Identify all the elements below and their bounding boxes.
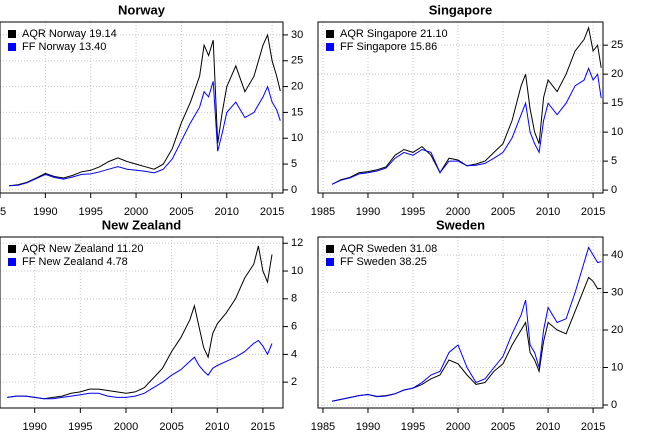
legend-label: AQR Singapore 21.10 <box>340 28 448 40</box>
x-tick-label: 2005 <box>491 421 515 432</box>
x-tick-label: 2010 <box>215 206 239 218</box>
x-tick-label: 1990 <box>22 421 46 432</box>
x-tick-label: 2015 <box>581 206 605 218</box>
x-tick-label: 1995 <box>401 421 425 432</box>
x-tick-label: 2005 <box>159 421 183 432</box>
y-tick-label: 10 <box>611 126 623 138</box>
plot-frame <box>317 236 604 409</box>
x-tick-label: 1990 <box>33 206 57 218</box>
x-tick-label: 2005 <box>491 206 515 218</box>
series-line <box>7 245 273 400</box>
y-tick-label: 0 <box>611 184 617 196</box>
y-tick-label: 40 <box>611 249 623 261</box>
y-tick-label: 25 <box>291 55 303 67</box>
y-tick-label: 20 <box>611 68 623 80</box>
series-line <box>7 339 273 400</box>
x-tick-label: 2000 <box>124 206 148 218</box>
y-tick-label: 10 <box>291 265 303 277</box>
x-tick-label: 2010 <box>536 421 560 432</box>
x-tick-label: 1985 <box>311 206 335 218</box>
x-tick-label: 1985 <box>311 421 335 432</box>
legend-swatch <box>8 43 16 51</box>
plot-frame <box>0 21 284 194</box>
x-tick-label: 1995 <box>401 206 425 218</box>
y-tick-label: 0 <box>291 184 297 196</box>
series-line <box>331 67 602 185</box>
panel-title: New Zealand <box>102 217 182 232</box>
y-tick-label: 2 <box>291 376 297 388</box>
legend-label: FF Singapore 15.86 <box>340 41 437 53</box>
x-tick-label: 2000 <box>446 206 470 218</box>
legend-label: FF New Zealand 4.78 <box>22 256 128 268</box>
legend-label: AQR Norway 19.14 <box>22 28 117 40</box>
x-tick-label: 2000 <box>114 421 138 432</box>
y-tick-label: 4 <box>291 348 297 360</box>
plot-frame <box>317 21 604 194</box>
y-tick-label: 20 <box>291 80 303 92</box>
y-tick-label: 6 <box>291 321 297 333</box>
panel-title: Sweden <box>436 217 485 232</box>
y-tick-label: 15 <box>291 106 303 118</box>
x-tick-label: 2015 <box>251 421 275 432</box>
x-tick-label: 85 <box>0 206 6 218</box>
y-tick-label: 10 <box>291 132 303 144</box>
x-tick-label: 2005 <box>169 206 193 218</box>
x-tick-label: 1995 <box>68 421 92 432</box>
legend-label: FF Sweden 38.25 <box>340 256 427 268</box>
legend-swatch <box>326 30 334 38</box>
x-tick-label: 2015 <box>260 206 284 218</box>
panel-title: Singapore <box>429 2 493 17</box>
y-tick-label: 5 <box>611 155 617 167</box>
y-tick-label: 30 <box>611 286 623 298</box>
series-line <box>331 246 602 402</box>
series-line <box>9 33 281 187</box>
y-tick-label: 30 <box>291 29 303 41</box>
x-tick-label: 2015 <box>581 421 605 432</box>
x-tick-label: 1995 <box>78 206 102 218</box>
y-tick-label: 10 <box>611 361 623 373</box>
x-tick-label: 2010 <box>536 206 560 218</box>
legend-swatch <box>8 245 16 253</box>
legend-swatch <box>326 245 334 253</box>
x-tick-label: 2010 <box>205 421 229 432</box>
plot-frame <box>0 236 284 409</box>
legend-label: AQR Sweden 31.08 <box>340 243 437 255</box>
legend-label: FF Norway 13.40 <box>22 41 106 53</box>
y-tick-label: 5 <box>291 158 297 170</box>
y-tick-label: 8 <box>291 293 297 305</box>
legend-swatch <box>8 258 16 266</box>
x-tick-label: 1990 <box>356 206 380 218</box>
legend-swatch <box>326 43 334 51</box>
y-tick-label: 25 <box>611 39 623 51</box>
legend-label: AQR New Zealand 11.20 <box>22 243 143 255</box>
y-tick-label: 15 <box>611 97 623 109</box>
series-line <box>331 276 602 402</box>
y-tick-label: 20 <box>611 324 623 336</box>
y-tick-label: 0 <box>611 399 617 411</box>
y-tick-label: 12 <box>291 237 303 249</box>
panel-title: Norway <box>118 2 166 17</box>
series-line <box>9 81 281 187</box>
legend-swatch <box>326 258 334 266</box>
legend-swatch <box>8 30 16 38</box>
x-tick-label: 2000 <box>446 421 470 432</box>
series-line <box>331 26 602 185</box>
x-tick-label: 1990 <box>356 421 380 432</box>
